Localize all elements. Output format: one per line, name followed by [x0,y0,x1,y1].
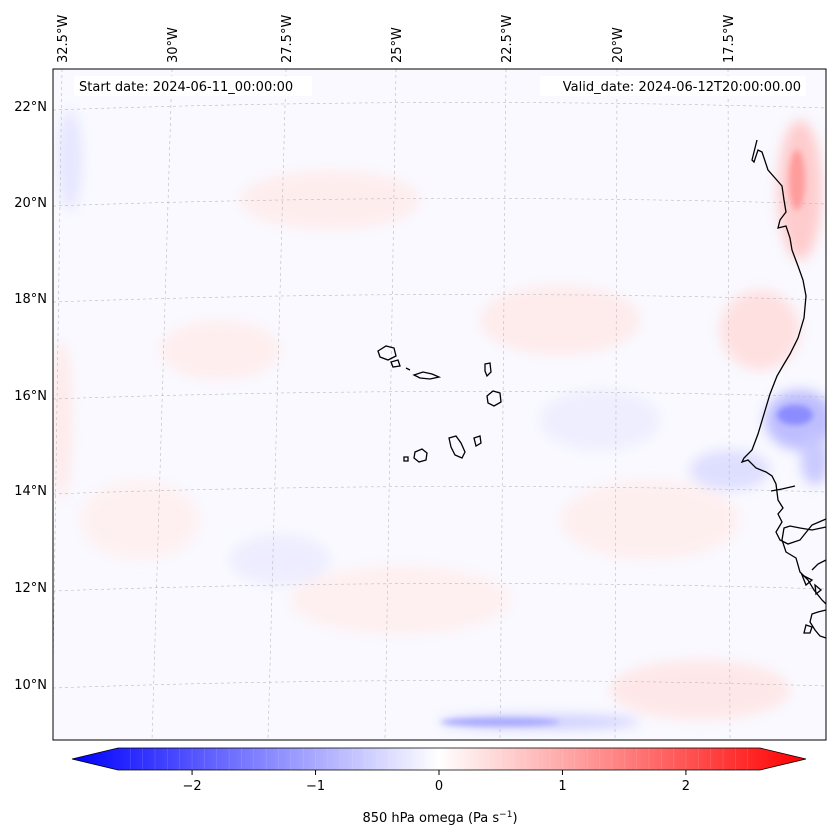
colorbar-tick-label: 2 [682,779,690,794]
omega-positive-patch [240,170,420,230]
colorbar-tick-label: 1 [558,779,566,794]
parallel-line [53,583,826,592]
longitude-tick-label: 27.5°W [280,15,295,63]
omega-positive-patch [53,340,72,500]
santo-antao-island [377,345,397,361]
sao-nicolau-island [412,371,442,380]
parallel-line [53,198,826,207]
colorbar-segments [130,748,748,770]
santiago-island [448,435,466,459]
brava-island [403,456,409,462]
latitude-tick-label: 22°N [14,100,47,115]
omega-positive-patch [560,480,740,560]
guinea-coast-outline [781,525,827,605]
omega-positive-patch [160,320,280,380]
sal-island [484,362,492,378]
fogo-island [413,448,428,463]
meridian-line [53,69,63,694]
longitude-tick-label: 25°W [390,27,405,63]
bijagos-islands-outline [800,573,823,596]
omega-positive-patch [480,285,640,355]
omega-field [53,110,826,729]
map-panel: Start date: 2024-06-11_00:00:00 Valid_da… [52,68,827,741]
guinea-coast-outline [811,559,827,571]
maio-island [473,435,482,448]
colorbar-label-main: 850 hPa omega (Pa s [362,811,499,826]
map-frame [52,68,827,741]
meridian-line [727,69,731,740]
omega-positive-patch [789,150,805,210]
latitude-tick-label: 18°N [14,292,47,307]
colorbar-label: 850 hPa omega (Pa s−1) [362,810,517,826]
parallel-line [53,294,826,303]
santa-luzia-island [405,367,411,371]
omega-negative-patch [440,718,560,726]
parallel-line [53,102,826,111]
start-date-label: Start date: 2024-06-11_00:00:00 [79,80,293,95]
meridian-line [151,69,173,740]
valid-date-label: Valid_date: 2024-06-12T20:00:00.00 [563,80,801,95]
coastlines [740,139,827,639]
colorbar-ticks: −2 −1 0 1 2 [182,770,690,794]
latitude-labels: 22°N 20°N 18°N 16°N 14°N 12°N 10°N [14,100,47,693]
omega-positive-patch [290,565,510,635]
omega-negative-patch [801,435,826,485]
start-date-box [74,76,312,96]
meridian-line [384,69,397,740]
omega-positive-patch [720,290,800,370]
colorbar-label-exponent: −1 [499,810,512,820]
longitude-tick-label: 17.5°W [722,15,737,63]
africa-coastline [740,139,827,545]
parallel-line [53,680,826,689]
latitude-tick-label: 16°N [14,389,47,404]
colorbar-tick-label: 0 [435,779,443,794]
longitude-tick-label: 22.5°W [500,15,515,63]
longitude-tick-label: 32.5°W [56,15,71,63]
omega-positive-patch [610,660,790,720]
longitude-tick-label: 20°W [611,27,626,63]
graticule [53,69,826,740]
parallel-line [53,391,826,400]
colorbar-tick-label: −2 [182,779,201,794]
sierra-leone-coast-outline [809,609,827,639]
latitude-tick-label: 10°N [14,678,47,693]
coastal-island-outline [803,624,813,634]
cape-verde-islands [377,345,502,463]
parallel-line [53,486,826,495]
meridian-line [614,69,618,740]
map-background [53,69,826,740]
boa-vista-island [486,390,502,407]
longitude-tick-label: 30°W [166,27,181,63]
gambia-river-outline [770,485,796,492]
latitude-tick-label: 12°N [14,581,47,596]
omega-negative-patch [230,535,330,585]
meridian-line [267,69,287,740]
longitude-labels: 32.5°W 30°W 27.5°W 25°W 22.5°W 20°W 17.5°W [56,15,737,63]
latitude-tick-label: 20°N [14,196,47,211]
omega-negative-patch [540,390,660,450]
sao-vicente-island [390,359,401,368]
omega-negative-patch [777,405,813,425]
omega-negative-patch [690,450,770,490]
latitude-tick-label: 14°N [14,484,47,499]
omega-positive-patch [80,480,200,560]
colorbar-tick-label: −1 [306,779,325,794]
meridian-line [499,69,507,740]
omega-negative-patch [58,110,82,210]
colorbar-body [72,748,806,770]
valid-date-box [540,76,806,96]
colorbar-outline [71,747,807,771]
colorbar: −2 −1 0 1 2 850 hPa omega (Pa s−1) [71,747,807,826]
colorbar-label-close: ) [512,811,517,826]
